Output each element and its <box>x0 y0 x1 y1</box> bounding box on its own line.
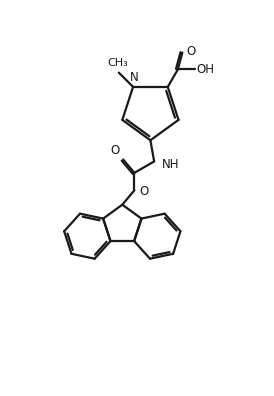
Text: O: O <box>139 185 149 198</box>
Text: O: O <box>186 45 196 58</box>
Text: NH: NH <box>162 158 179 171</box>
Text: N: N <box>130 70 139 84</box>
Text: O: O <box>110 144 119 157</box>
Text: CH₃: CH₃ <box>107 58 128 68</box>
Text: OH: OH <box>196 63 214 76</box>
